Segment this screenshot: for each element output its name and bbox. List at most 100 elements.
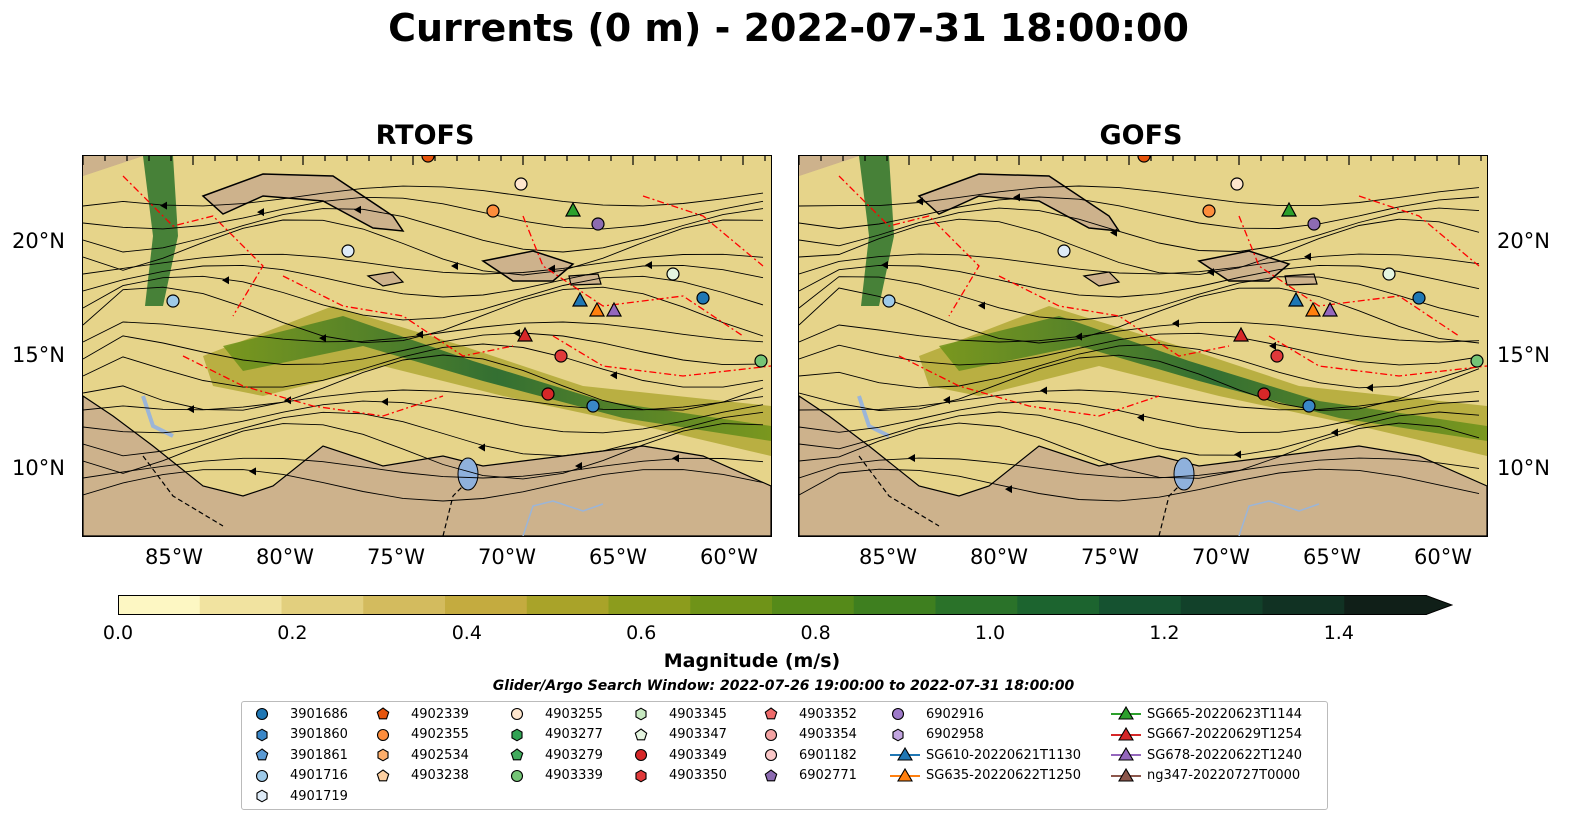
- legend-label: 4903339: [545, 768, 603, 783]
- legend-label: 4903255: [545, 706, 603, 722]
- legend-item: 6902916: [890, 704, 984, 724]
- pentagon-marker-icon: [376, 768, 390, 781]
- panel-title-gofs: GOFS: [1099, 120, 1183, 151]
- map-panel-rtofs[interactable]: [82, 155, 772, 537]
- colorbar-label: Magnitude (m/s): [663, 650, 841, 672]
- legend-label: 3901861: [290, 747, 348, 763]
- legend-item: 4903339: [509, 766, 603, 786]
- colorbar-tick-label: 0.6: [626, 622, 657, 644]
- hexagon-marker-icon: [892, 728, 904, 741]
- colorbar-bin-11: [1017, 595, 1100, 615]
- legend-item: SG665-20220623T1144: [1111, 704, 1302, 724]
- legend-item: 4903350: [633, 766, 727, 786]
- circle-marker-icon: [255, 769, 269, 782]
- legend-item: SG635-20220622T1250: [890, 766, 1081, 786]
- lon-label-60w-left: 60°W: [700, 545, 758, 569]
- legend-label: 4903347: [669, 727, 727, 742]
- legend-label: SG678-20220622T1240: [1147, 747, 1303, 763]
- figure-title: Currents (0 m) - 2022-07-31 18:00:00: [388, 6, 1189, 50]
- lat-label-15n-right: 15°N: [1497, 343, 1550, 367]
- colorbar-extend-arrow: [1426, 595, 1452, 615]
- legend-label: 6901182: [799, 747, 857, 763]
- legend-item: SG610-20220621T1130: [890, 745, 1081, 765]
- colorbar-bin-3: [363, 595, 446, 615]
- triangle-marker-icon: [890, 746, 920, 761]
- circle-marker-icon: [510, 707, 524, 721]
- colorbar-bin-2: [281, 595, 364, 615]
- legend-label: ng347-20220727T0000: [1147, 768, 1301, 783]
- colorbar-tick-label: 0.0: [102, 622, 134, 644]
- hexagon-marker-icon: [256, 728, 268, 741]
- legend-label: SG610-20220621T1130: [926, 747, 1082, 763]
- legend-label: 4903345: [669, 706, 727, 722]
- colorbar-bin-8: [772, 595, 855, 615]
- map-panel-gofs[interactable]: [798, 155, 1488, 537]
- legend-item: 3901861: [254, 745, 348, 765]
- colorbar-bin-1: [199, 595, 283, 615]
- legend-label: 4901719: [290, 788, 348, 804]
- hexagon-marker-icon: [635, 769, 647, 782]
- legend-label: SG635-20220622T1250: [926, 768, 1082, 783]
- circle-marker-icon: [510, 769, 524, 782]
- triangle-marker-icon: [1111, 726, 1141, 741]
- lat-label-10n-right: 10°N: [1497, 456, 1550, 480]
- legend-label: 4903277: [545, 727, 603, 742]
- circle-marker-icon: [764, 728, 778, 741]
- hexagon-marker-icon: [256, 789, 268, 803]
- legend-item: 3901686: [254, 704, 348, 724]
- triangle-marker-icon: [1111, 767, 1141, 782]
- legend-item: 6901182: [763, 745, 857, 765]
- legend-item: 4903238: [375, 766, 469, 786]
- lat-label-20n-left: 20°N: [12, 229, 65, 253]
- legend-item: 4903352: [763, 704, 857, 724]
- legend-label: 4901716: [290, 768, 348, 783]
- legend-item: 6902771: [763, 766, 857, 786]
- triangle-marker-icon: [1111, 705, 1141, 720]
- legend-item: 4902534: [375, 745, 469, 765]
- legend-label: SG665-20220623T1144: [1147, 706, 1303, 722]
- legend-label: 4903350: [669, 768, 727, 783]
- colorbar-tick-label: 1.0: [974, 622, 1006, 644]
- legend-item: 4903354: [763, 725, 857, 745]
- lon-label-65w-left: 65°W: [589, 545, 647, 569]
- legend-label: 4903279: [545, 747, 603, 763]
- colorbar-bin-14: [1262, 595, 1345, 615]
- legend-item: 4903277: [509, 725, 603, 745]
- colorbar: [118, 595, 1453, 615]
- circle-marker-icon: [764, 748, 778, 762]
- circle-marker-icon: [376, 728, 390, 741]
- legend-label: 4902355: [411, 727, 469, 742]
- legend-item: 4902339: [375, 704, 469, 724]
- colorbar-bin-4: [445, 595, 528, 615]
- pentagon-marker-icon: [255, 748, 269, 761]
- circle-marker-icon: [255, 707, 269, 721]
- legend-label: 3901860: [290, 727, 348, 742]
- legend-label: 6902958: [926, 727, 984, 742]
- legend-label: 3901686: [290, 706, 348, 722]
- lat-label-15n-left: 15°N: [12, 343, 65, 367]
- lon-label-65w-right: 65°W: [1303, 545, 1361, 569]
- hexagon-marker-icon: [635, 707, 647, 721]
- colorbar-bin-5: [526, 595, 610, 615]
- legend: 3901686 3901860 3901861 4901716 4901719 49023…: [241, 701, 1328, 810]
- colorbar-bin-10: [935, 595, 1018, 615]
- legend-item: SG678-20220622T1240: [1111, 745, 1302, 765]
- legend-item: SG667-20220629T1254: [1111, 725, 1302, 745]
- legend-item: 4903345: [633, 704, 727, 724]
- legend-label: 6902771: [799, 768, 857, 783]
- colorbar-bin-7: [690, 595, 773, 615]
- colorbar-bin-12: [1099, 595, 1182, 615]
- lon-label-80w-left: 80°W: [256, 545, 314, 569]
- hexagon-marker-icon: [377, 748, 389, 762]
- legend-item: ng347-20220727T0000: [1111, 766, 1300, 786]
- lon-label-70w-right: 70°W: [1192, 545, 1250, 569]
- pentagon-marker-icon: [764, 768, 778, 781]
- legend-item: 4902355: [375, 725, 469, 745]
- colorbar-tick-label: 1.2: [1149, 622, 1180, 644]
- triangle-marker-icon: [1111, 746, 1141, 761]
- legend-item: 4901719: [254, 786, 348, 806]
- pentagon-marker-icon: [376, 707, 390, 720]
- legend-label: 4903349: [669, 747, 727, 763]
- lon-label-80w-right: 80°W: [970, 545, 1028, 569]
- colorbar-bin-13: [1180, 595, 1264, 615]
